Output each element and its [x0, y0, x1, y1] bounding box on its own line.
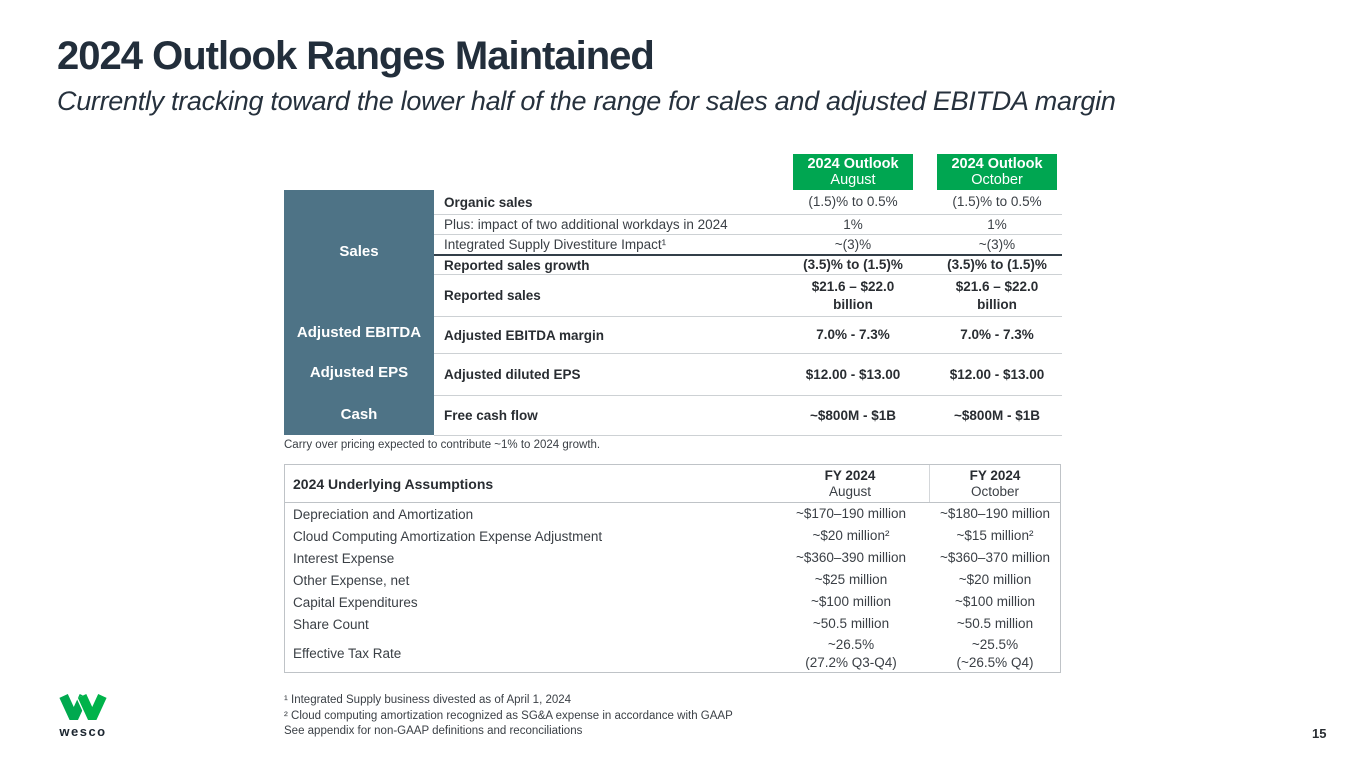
- row-value-october: ~$15 million²: [956, 528, 1034, 544]
- table-row: Interest Expense ~$360–390 million ~$360…: [285, 547, 1060, 569]
- column-gap: [915, 465, 929, 502]
- row-value-october: (1.5)% to 0.5%: [952, 194, 1042, 210]
- column-header-line1: 2024 Outlook: [951, 156, 1043, 172]
- footnote-1: ¹ Integrated Supply business divested as…: [284, 694, 572, 706]
- row-label: Free cash flow: [444, 408, 538, 423]
- table-row: Free cash flow ~$800M - $1B ~$800M - $1B: [434, 395, 1062, 435]
- column-header-line2: August: [828, 483, 872, 499]
- wesco-logo-text: wesco: [59, 724, 107, 739]
- outlook-table: Organic sales (1.5)% to 0.5% (1.5)% to 0…: [434, 190, 1062, 436]
- outlook-column-header-august: 2024 Outlook August: [793, 154, 913, 190]
- row-label: Other Expense, net: [293, 572, 410, 588]
- row-value-october: ~50.5 million: [956, 616, 1034, 632]
- table-row: Effective Tax Rate ~26.5% (27.2% Q3-Q4) …: [285, 635, 1060, 672]
- column-header-line1: FY 2024: [824, 467, 876, 483]
- row-label: Plus: impact of two additional workdays …: [444, 217, 728, 232]
- footnotes: ¹ Integrated Supply business divested as…: [284, 693, 733, 740]
- category-label-sales: Sales: [339, 243, 379, 260]
- table-row-subtotal: Reported sales growth (3.5)% to (1.5)% (…: [434, 254, 1062, 274]
- row-label: Capital Expenditures: [293, 594, 418, 610]
- row-value-october: ~$180–190 million: [940, 506, 1050, 522]
- row-value-october: 7.0% - 7.3%: [960, 327, 1034, 343]
- row-value-august: (3.5)% to (1.5)%: [803, 257, 903, 273]
- assumptions-column-header-october: FY 2024 October: [929, 465, 1060, 502]
- outlook-column-header-october: 2024 Outlook October: [937, 154, 1057, 190]
- row-value-october: 1%: [987, 216, 1007, 232]
- row-value-august: ~$360–390 million: [796, 550, 906, 566]
- column-header-line2: October: [971, 172, 1023, 188]
- row-label: Depreciation and Amortization: [293, 506, 474, 522]
- table-row: Share Count ~50.5 million ~50.5 million: [285, 613, 1060, 635]
- row-value-october: ~$20 million: [958, 572, 1032, 588]
- row-label: Organic sales: [444, 194, 533, 210]
- column-header-line1: FY 2024: [969, 467, 1021, 483]
- row-label: Adjusted diluted EPS: [444, 367, 581, 382]
- row-value-august: ~$170–190 million: [796, 506, 906, 522]
- column-header-line1: 2024 Outlook: [807, 156, 899, 172]
- row-value-august: ~$100 million: [811, 594, 891, 610]
- row-label: Share Count: [293, 616, 369, 632]
- page-title: 2024 Outlook Ranges Maintained: [57, 34, 655, 78]
- assumptions-column-header-august: FY 2024 August: [785, 465, 915, 502]
- row-value-october: ~$800M - $1B: [954, 407, 1040, 423]
- wesco-logo: wesco: [55, 693, 111, 739]
- table-row: Plus: impact of two additional workdays …: [434, 214, 1062, 234]
- category-label-adjusted-eps: Adjusted EPS: [309, 364, 409, 381]
- table-row: Reported sales $21.6 – $22.0 billion $21…: [434, 274, 1062, 316]
- assumptions-table-title: 2024 Underlying Assumptions: [293, 475, 494, 492]
- row-value-august: ~$800M - $1B: [810, 407, 896, 423]
- row-value-august: $12.00 - $13.00: [805, 366, 901, 382]
- row-value-august: 7.0% - 7.3%: [816, 327, 890, 343]
- row-value-october: ~$360–370 million: [940, 550, 1050, 566]
- row-value-august: ~50.5 million: [812, 616, 890, 632]
- column-header-line2: August: [830, 172, 876, 188]
- table-row: Adjusted diluted EPS $12.00 - $13.00 $12…: [434, 353, 1062, 395]
- table-row: Cloud Computing Amortization Expense Adj…: [285, 525, 1060, 547]
- row-label: Interest Expense: [293, 550, 395, 566]
- row-value-august: (1.5)% to 0.5%: [808, 194, 898, 210]
- table-row: Integrated Supply Divestiture Impact¹ ~(…: [434, 234, 1062, 254]
- wesco-w-icon: [59, 693, 108, 733]
- pricing-note: Carry over pricing expected to contribut…: [284, 439, 601, 451]
- page-number: 15: [1312, 726, 1327, 741]
- category-label-adjusted-ebitda: Adjusted EBITDA: [296, 324, 422, 341]
- table-row: Capital Expenditures ~$100 million ~$100…: [285, 591, 1060, 613]
- footnote-appendix: See appendix for non-GAAP definitions an…: [284, 725, 583, 737]
- row-label: Reported sales: [444, 288, 541, 303]
- table-row: Depreciation and Amortization ~$170–190 …: [285, 503, 1060, 525]
- row-value-august: ~$25 million: [814, 572, 888, 588]
- row-value-august: $21.6 – $22.0 billion: [811, 278, 895, 312]
- table-row: Organic sales (1.5)% to 0.5% (1.5)% to 0…: [434, 190, 1062, 214]
- column-header-line2: October: [970, 483, 1020, 499]
- category-column: Sales Adjusted EBITDA Adjusted EPS Cash: [284, 190, 434, 435]
- assumptions-table: 2024 Underlying Assumptions FY 2024 Augu…: [284, 464, 1061, 673]
- row-value-october: ~25.5% (~26.5% Q4): [956, 636, 1034, 670]
- category-label-cash: Cash: [340, 406, 378, 423]
- row-value-august: 1%: [843, 216, 863, 232]
- row-value-august: ~(3)%: [834, 236, 872, 252]
- row-label: Reported sales growth: [444, 257, 590, 273]
- table-row: Other Expense, net ~$25 million ~$20 mil…: [285, 569, 1060, 591]
- table-row: Adjusted EBITDA margin 7.0% - 7.3% 7.0% …: [434, 316, 1062, 353]
- row-value-october: $21.6 – $22.0 billion: [955, 278, 1039, 312]
- row-value-october: $12.00 - $13.00: [949, 366, 1045, 382]
- row-value-october: ~(3)%: [978, 236, 1016, 252]
- row-value-august: ~26.5% (27.2% Q3-Q4): [805, 636, 897, 670]
- row-label: Integrated Supply Divestiture Impact¹: [444, 237, 667, 252]
- row-label: Adjusted EBITDA margin: [444, 327, 605, 343]
- footnote-2: ² Cloud computing amortization recognize…: [284, 709, 733, 722]
- assumptions-header-row: 2024 Underlying Assumptions FY 2024 Augu…: [285, 465, 1060, 503]
- page-subtitle: Currently tracking toward the lower half…: [57, 86, 1116, 116]
- row-value-august: ~$20 million²: [812, 528, 890, 544]
- row-value-october: ~$100 million: [955, 594, 1035, 610]
- row-value-october: (3.5)% to (1.5)%: [947, 257, 1047, 273]
- row-label: Effective Tax Rate: [293, 646, 402, 661]
- row-label: Cloud Computing Amortization Expense Adj…: [293, 528, 603, 544]
